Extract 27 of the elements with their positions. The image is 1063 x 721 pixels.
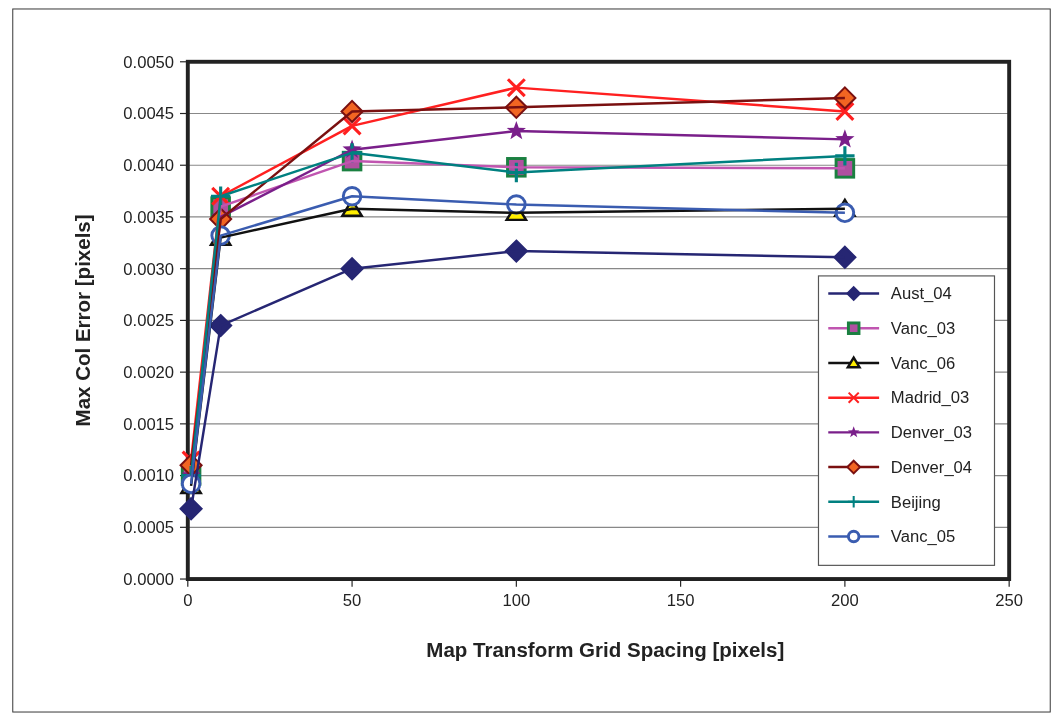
x-tick-label: 50 xyxy=(342,591,362,611)
legend-label: Madrid_03 xyxy=(890,388,970,408)
legend-label: Aust_04 xyxy=(890,284,952,304)
y-axis-title: Max Col Error [pixels] xyxy=(71,214,95,427)
y-tick-label: 0.0035 xyxy=(123,207,175,227)
legend-label: Vanc_06 xyxy=(890,353,956,373)
x-tick-label: 200 xyxy=(831,591,859,611)
y-tick-label: 0.0030 xyxy=(123,259,175,279)
x-tick-label: 100 xyxy=(502,591,531,611)
x-tick-label: 0 xyxy=(183,591,193,611)
legend-label: Vanc_05 xyxy=(890,527,956,547)
y-tick-label: 0.0000 xyxy=(123,569,175,589)
y-tick-label: 0.0050 xyxy=(123,52,175,72)
legend-label: Denver_04 xyxy=(890,457,973,477)
legend-label: Beijing xyxy=(890,492,941,512)
x-axis-title: Map Transform Grid Spacing [pixels] xyxy=(426,638,785,662)
y-tick-label: 0.0010 xyxy=(123,466,175,486)
y-tick-label: 0.0020 xyxy=(123,362,175,382)
y-tick-label: 0.0015 xyxy=(123,414,175,434)
y-tick-label: 0.0025 xyxy=(123,311,175,331)
x-tick-label: 250 xyxy=(995,591,1024,611)
y-tick-label: 0.0005 xyxy=(123,518,175,538)
x-tick-label: 150 xyxy=(666,591,695,611)
y-tick-label: 0.0040 xyxy=(123,156,175,176)
legend-label: Vanc_03 xyxy=(890,319,956,339)
legend-label: Denver_03 xyxy=(890,423,973,443)
y-tick-label: 0.0045 xyxy=(123,104,175,124)
